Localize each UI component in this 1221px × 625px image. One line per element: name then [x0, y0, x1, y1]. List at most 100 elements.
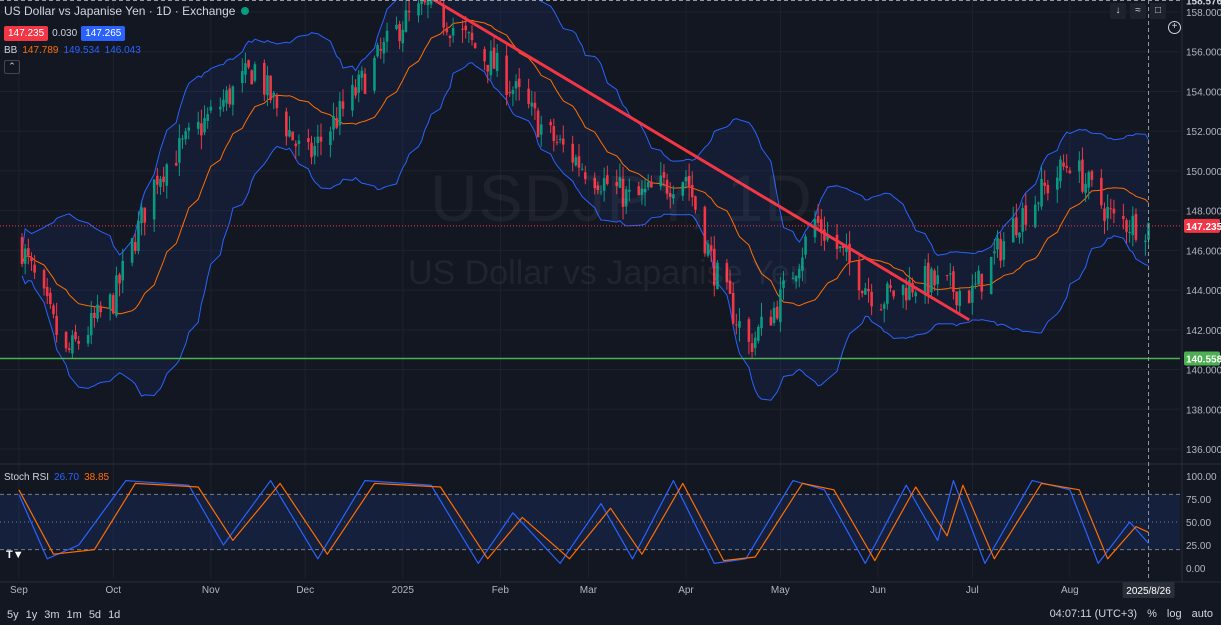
buy-button[interactable]: 147.265	[81, 26, 126, 41]
candle-body	[555, 141, 559, 143]
bb-legend[interactable]: BB 147.789 149.534 146.043	[4, 45, 249, 56]
candle-body	[867, 288, 870, 292]
candle-body	[329, 131, 332, 146]
candle-body	[27, 248, 30, 256]
percent-toggle[interactable]: %	[1147, 608, 1157, 620]
bb-fill	[22, 0, 1149, 401]
time-tick-label: May	[771, 585, 790, 596]
candle-body	[209, 106, 213, 111]
candle-body	[483, 49, 486, 62]
price-tag-label: 147.235	[1186, 222, 1221, 233]
candle-body	[914, 292, 917, 297]
candle-body	[615, 182, 619, 187]
candle-body	[218, 106, 222, 110]
add-alert-icon[interactable]: +	[1168, 21, 1181, 34]
candle-body	[467, 32, 471, 34]
price-tick-label: 138.000	[1186, 405, 1221, 416]
candle-body	[508, 92, 512, 94]
candle-body	[93, 312, 96, 319]
candle-body	[134, 242, 137, 251]
candle-body	[725, 262, 729, 283]
sell-button[interactable]: 147.235	[4, 26, 49, 41]
collapse-legend-button[interactable]: ⌃	[4, 60, 20, 74]
candlesticks	[20, 0, 1150, 359]
candle-body	[250, 70, 254, 85]
candle-body	[838, 246, 842, 249]
candle-body	[662, 172, 666, 178]
candle-body	[738, 320, 741, 328]
candle-body	[187, 127, 191, 131]
candle-body	[316, 136, 320, 144]
price-tick-label: 154.000	[1186, 87, 1221, 98]
candle-body	[690, 184, 694, 198]
range-1m-button[interactable]: 1m	[66, 609, 82, 621]
candle-body	[779, 289, 782, 323]
candle-body	[706, 243, 710, 256]
time-tick-label: Apr	[678, 585, 694, 596]
candle-body	[561, 138, 565, 145]
candle-body	[955, 291, 958, 306]
log-toggle[interactable]: log	[1166, 608, 1182, 620]
candle-body	[404, 10, 408, 32]
candle-body	[1062, 162, 1065, 167]
candle-body	[886, 283, 889, 304]
candle-body	[445, 28, 449, 33]
candle-body	[527, 88, 530, 104]
symbol-title[interactable]: US Dollar vs Japanise Yen · 1D · Exchang…	[4, 4, 236, 18]
candle-body	[1011, 218, 1015, 243]
range-5y-button[interactable]: 5y	[7, 609, 19, 621]
range-1y-button[interactable]: 1y	[25, 609, 38, 621]
candle-body	[143, 207, 147, 223]
candle-body	[1002, 241, 1006, 260]
candle-body	[382, 41, 386, 54]
candle-body	[643, 188, 647, 193]
candle-body	[936, 275, 940, 285]
clock-time[interactable]: 04:07:11 (UTC+3)	[1049, 608, 1138, 620]
candle-body	[530, 102, 534, 107]
candle-body	[1134, 213, 1138, 240]
stoch-rsi-label: Stoch RSI	[4, 472, 50, 483]
candle-body	[857, 260, 861, 291]
auto-toggle[interactable]: auto	[1191, 608, 1213, 620]
trendline-layer	[0, 0, 1180, 578]
candle-body	[1081, 159, 1084, 192]
candle-body	[646, 182, 650, 188]
time-tick-label: Jun	[870, 585, 886, 596]
candle-body	[64, 331, 68, 349]
candle-body	[159, 178, 162, 187]
range-5d-button[interactable]: 5d	[88, 609, 102, 621]
range-3m-button[interactable]: 3m	[44, 609, 60, 621]
candle-body	[111, 295, 115, 314]
candle-body	[461, 28, 464, 30]
candle-body	[933, 270, 936, 286]
candle-body	[351, 84, 354, 111]
candle-body	[958, 290, 962, 307]
range-1d-button[interactable]: 1d	[108, 609, 121, 621]
candle-body	[974, 283, 977, 285]
candle-body	[162, 176, 165, 183]
price-tick-label: 150.000	[1186, 167, 1221, 178]
candle-body	[96, 304, 99, 319]
candle-body	[624, 189, 628, 207]
candle-body	[240, 70, 244, 84]
candle-body	[731, 292, 735, 324]
stoch-rsi-legend[interactable]: Stoch RSI 26.70 38.85	[4, 472, 109, 483]
candle-body	[999, 239, 1002, 261]
maximize-icon[interactable]: □	[1150, 3, 1166, 19]
candle-body	[794, 275, 798, 282]
arrow-down-icon[interactable]: ↓	[1110, 3, 1126, 19]
candle-body	[1037, 202, 1040, 204]
candle-body	[791, 278, 795, 280]
candle-body	[549, 121, 552, 126]
candle-body	[1033, 204, 1037, 228]
legend: US Dollar vs Japanise Yen · 1D · Exchang…	[4, 4, 250, 74]
candle-body	[801, 257, 804, 271]
collapse-pane-icon[interactable]: ≈	[1130, 3, 1146, 19]
candle-body	[492, 47, 496, 69]
candle-body	[307, 138, 310, 143]
candle-body	[464, 25, 468, 31]
candle-body	[52, 305, 55, 315]
candle-body	[1106, 206, 1109, 219]
price-tag-label: 158.576	[1186, 0, 1221, 8]
